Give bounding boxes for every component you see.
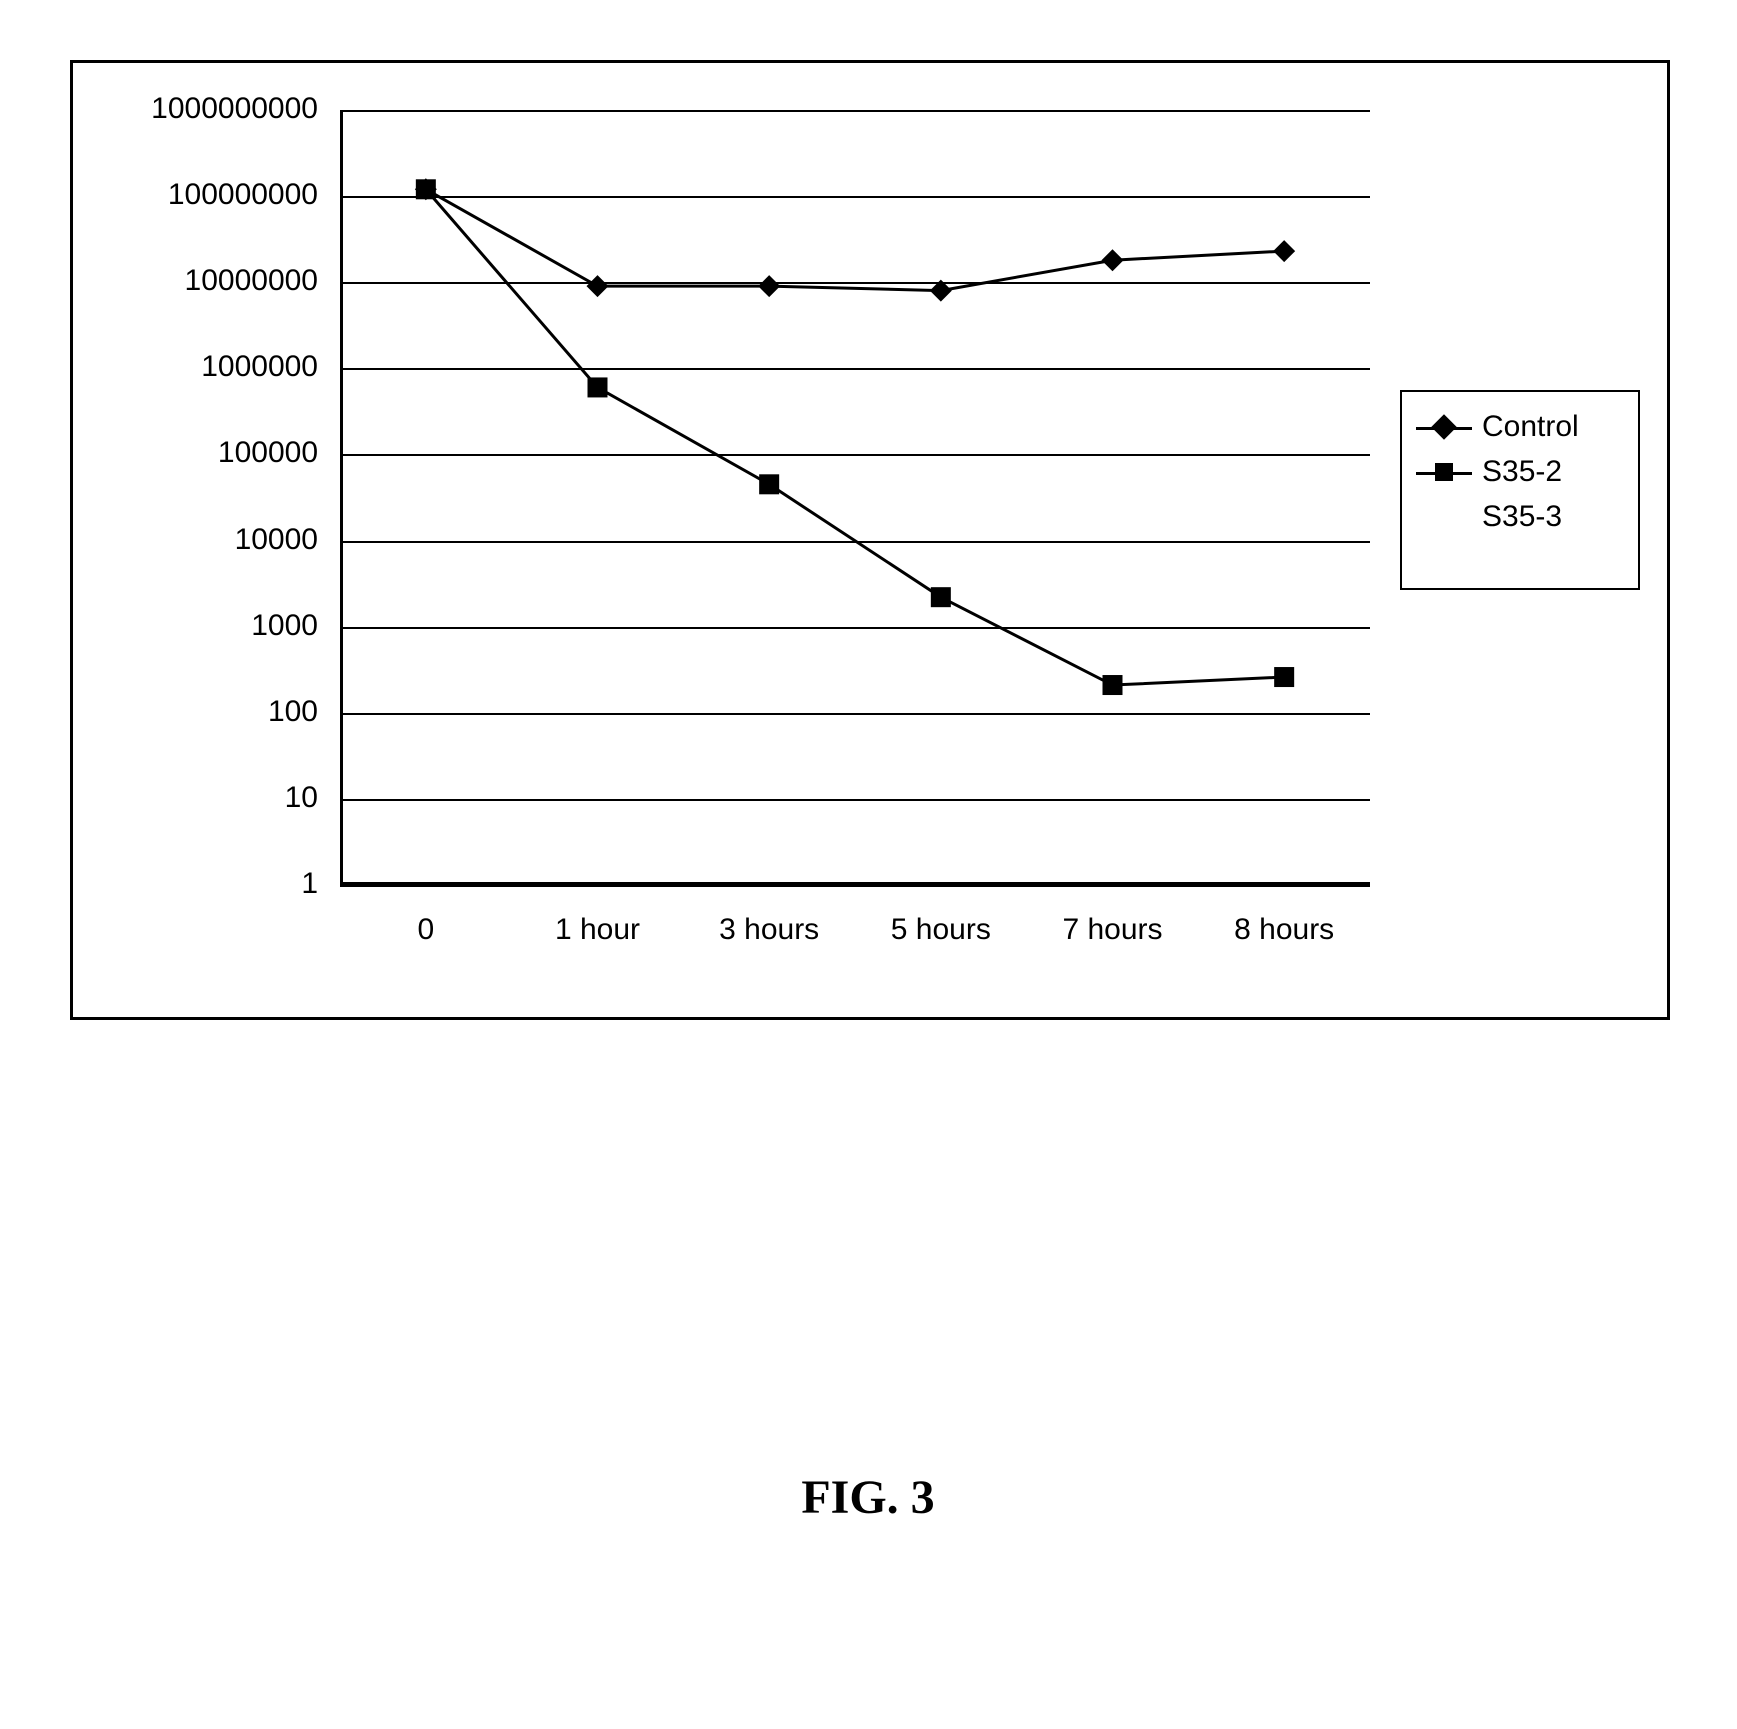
legend-label: S35-2 (1482, 449, 1562, 494)
legend-item: S35-2 (1416, 449, 1624, 494)
legend-label: Control (1482, 404, 1579, 449)
y-gridline (340, 454, 1370, 456)
y-gridline (340, 282, 1370, 284)
plot-area (340, 110, 1370, 885)
y-tick-label: 1000000 (201, 350, 318, 384)
legend-label: S35-3 (1482, 494, 1562, 539)
legend-item: S35-3 (1416, 494, 1624, 539)
y-tick-label: 100000 (218, 436, 318, 470)
y-tick-label: 10 (285, 781, 318, 815)
y-gridline (340, 368, 1370, 370)
legend-item: Control (1416, 404, 1624, 449)
legend-swatch (1416, 505, 1472, 529)
y-tick-label: 100 (268, 695, 318, 729)
x-tick-label: 8 hours (1234, 913, 1334, 947)
legend-swatch (1416, 415, 1472, 439)
y-tick-label: 1000000000 (151, 92, 318, 126)
y-tick-label: 10000000 (185, 264, 318, 298)
x-tick-label: 7 hours (1062, 913, 1162, 947)
diamond-icon (1431, 414, 1456, 439)
plot-border (340, 110, 1370, 885)
figure-caption: FIG. 3 (801, 1470, 934, 1525)
square-icon (1435, 463, 1453, 481)
y-tick-label: 100000000 (168, 178, 318, 212)
y-tick-label: 10000 (235, 523, 318, 557)
y-tick-label: 1 (301, 867, 318, 901)
y-gridline (340, 110, 1370, 112)
y-gridline (340, 885, 1370, 887)
y-gridline (340, 541, 1370, 543)
y-tick-label: 1000 (251, 609, 318, 643)
x-tick-label: 3 hours (719, 913, 819, 947)
y-gridline (340, 713, 1370, 715)
x-tick-label: 5 hours (891, 913, 991, 947)
legend-swatch (1416, 460, 1472, 484)
y-gridline (340, 627, 1370, 629)
legend-box: ControlS35-2S35-3 (1400, 390, 1640, 590)
y-gridline (340, 196, 1370, 198)
x-tick-label: 1 hour (555, 913, 640, 947)
page: 1 10 100 1000 10000 100000 1000000 10000000 1000… (0, 0, 1737, 1729)
y-gridline (340, 799, 1370, 801)
x-tick-label: 0 (417, 913, 434, 947)
